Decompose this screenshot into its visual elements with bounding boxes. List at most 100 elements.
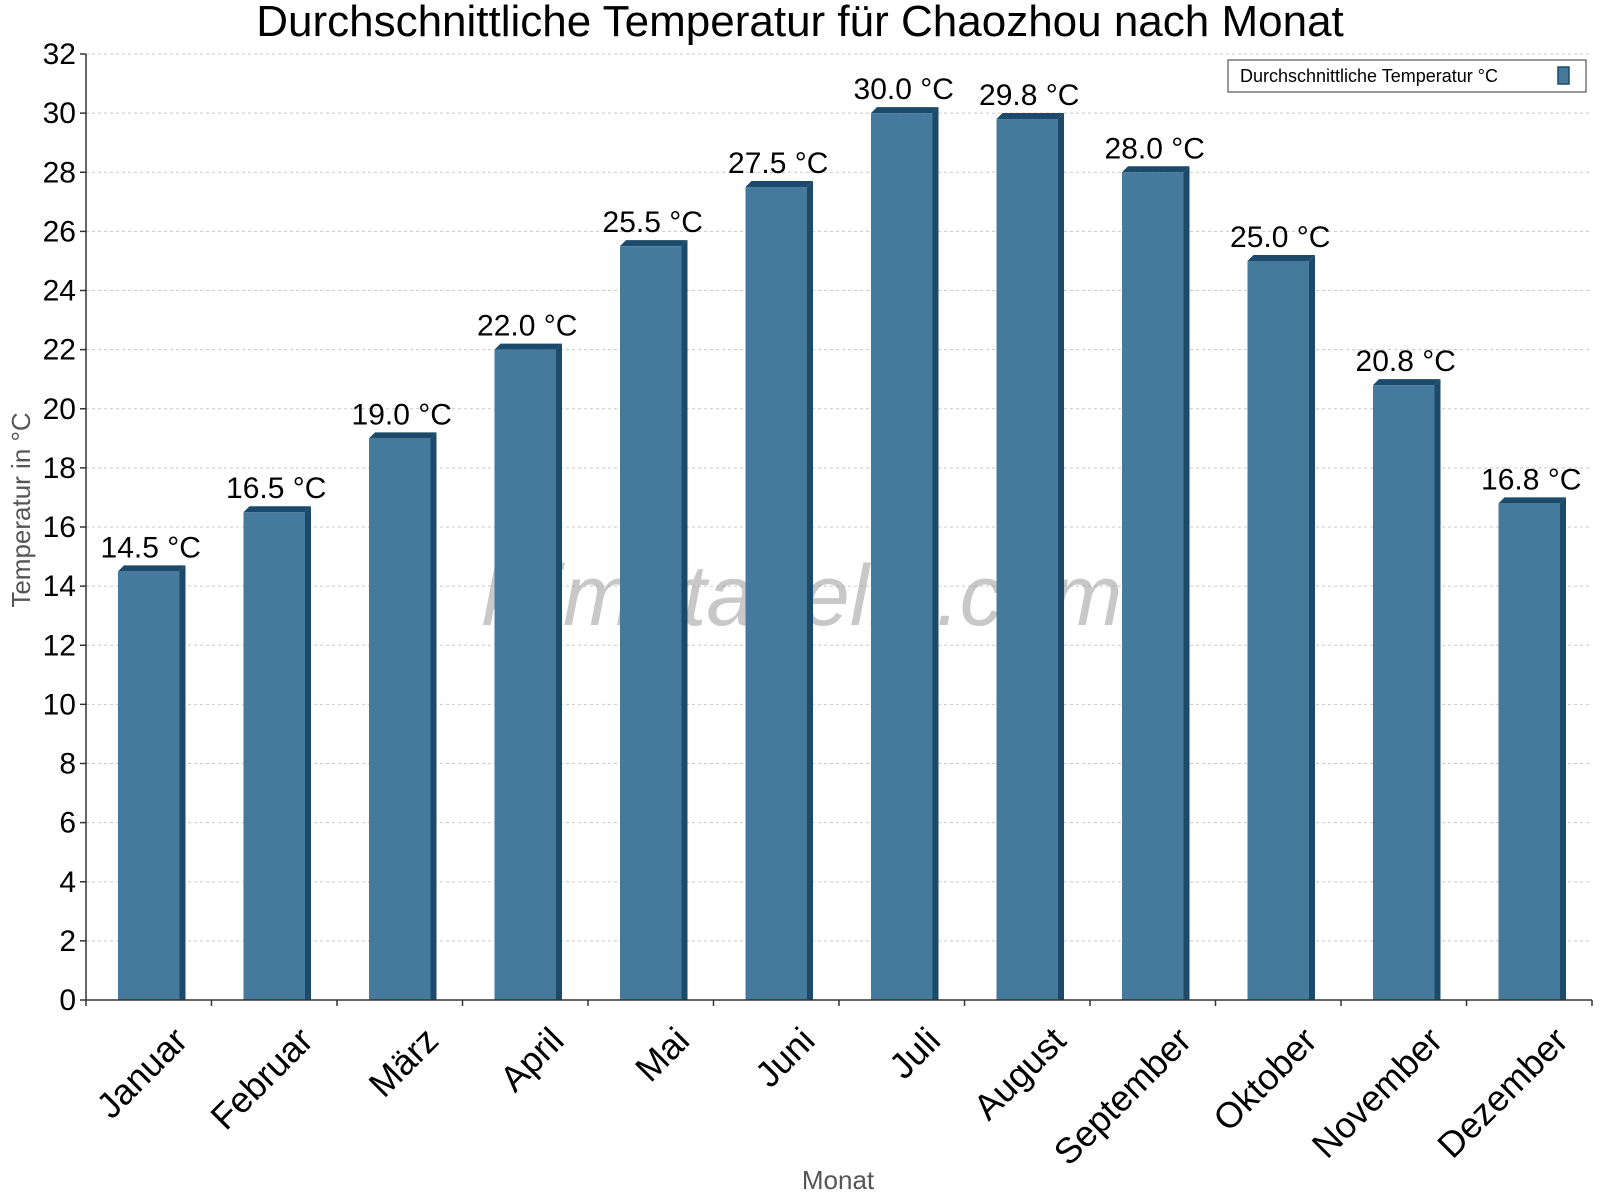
bar-side bbox=[806, 181, 813, 1000]
bar-face bbox=[243, 512, 305, 1000]
y-tick-label: 24 bbox=[43, 275, 76, 308]
bars bbox=[118, 107, 1566, 1001]
x-tick-label: April bbox=[492, 1019, 572, 1099]
data-label: 16.8 °C bbox=[1481, 463, 1581, 496]
bar-side bbox=[1434, 379, 1441, 1001]
bar bbox=[745, 181, 813, 1000]
y-tick-label: 14 bbox=[43, 570, 76, 603]
bar-side bbox=[430, 432, 437, 1000]
x-tick-label: März bbox=[361, 1019, 447, 1105]
legend: Durchschnittliche Temperatur °C bbox=[1227, 59, 1587, 93]
x-tick-label: August bbox=[965, 1019, 1073, 1127]
data-label: 22.0 °C bbox=[477, 310, 577, 343]
x-tick-label: Mai bbox=[627, 1019, 697, 1089]
bar-top bbox=[243, 506, 311, 513]
bar-side bbox=[1559, 497, 1566, 1000]
bar-face bbox=[369, 438, 431, 1000]
x-tick-label: September bbox=[1046, 1019, 1200, 1173]
bar bbox=[871, 107, 939, 1000]
bar bbox=[1247, 254, 1315, 1000]
y-tick-label: 6 bbox=[59, 807, 76, 840]
bar bbox=[118, 565, 186, 1000]
bar-side bbox=[681, 240, 688, 1000]
bar-top bbox=[1373, 379, 1441, 386]
data-label: 27.5 °C bbox=[728, 147, 828, 180]
grid-lines bbox=[86, 53, 1592, 942]
y-tick-label: 18 bbox=[43, 452, 76, 485]
bar-face bbox=[118, 571, 180, 1000]
bar-top bbox=[369, 432, 437, 439]
y-tick-label: 10 bbox=[43, 688, 76, 721]
legend-label: Durchschnittliche Temperatur °C bbox=[1240, 66, 1498, 86]
bar-top bbox=[745, 181, 813, 188]
bar-face bbox=[1247, 260, 1309, 1000]
bar-face bbox=[745, 187, 807, 1000]
y-tick-label: 28 bbox=[43, 156, 76, 189]
x-tick-label: Juli bbox=[881, 1019, 948, 1086]
bar-face bbox=[1122, 172, 1184, 1000]
y-tick-label: 20 bbox=[43, 393, 76, 426]
y-tick-label: 16 bbox=[43, 511, 76, 544]
data-label: 29.8 °C bbox=[979, 79, 1079, 112]
bar-side bbox=[1057, 113, 1064, 1001]
legend-box bbox=[1227, 59, 1587, 93]
y-tick-label: 0 bbox=[59, 984, 76, 1017]
bar-top bbox=[494, 343, 562, 350]
data-labels: 14.5 °C 16.5 °C 19.0 °C 22.0 °C 25.5 °C 27.5 … bbox=[101, 73, 1582, 564]
bar bbox=[996, 113, 1064, 1001]
chart-title: Durchschnittliche Temperatur für Chaozho… bbox=[256, 0, 1344, 46]
y-tick-label: 30 bbox=[43, 97, 76, 130]
data-label: 16.5 °C bbox=[226, 472, 326, 505]
bar-top bbox=[1498, 497, 1566, 504]
bar-face bbox=[871, 113, 933, 1000]
bar-side bbox=[1183, 166, 1190, 1000]
bar-side bbox=[179, 565, 186, 1000]
legend-swatch bbox=[1557, 66, 1570, 85]
bar-face bbox=[1373, 385, 1435, 1001]
x-tick-label: Oktober bbox=[1205, 1019, 1325, 1139]
bar-face bbox=[996, 119, 1058, 1001]
bar-top bbox=[871, 107, 939, 114]
y-tick-label: 26 bbox=[43, 215, 76, 248]
data-label: 25.0 °C bbox=[1230, 221, 1330, 254]
bar bbox=[1498, 497, 1566, 1000]
y-tick-label: 4 bbox=[59, 866, 76, 899]
data-label: 25.5 °C bbox=[603, 206, 703, 239]
x-axis-label: Monat bbox=[802, 1165, 875, 1195]
bar bbox=[494, 343, 562, 1000]
bar bbox=[1122, 166, 1190, 1000]
x-tick-label: Juni bbox=[747, 1019, 823, 1095]
bar-side bbox=[304, 506, 311, 1000]
bar-top bbox=[620, 240, 688, 247]
data-label: 28.0 °C bbox=[1105, 132, 1205, 165]
x-tick-label: Dezember bbox=[1429, 1019, 1575, 1165]
bar-top bbox=[996, 113, 1064, 120]
bar-side bbox=[1308, 254, 1315, 1000]
bar-top bbox=[118, 565, 186, 572]
bar bbox=[1373, 379, 1441, 1001]
bar bbox=[369, 432, 437, 1000]
x-tick-label: Januar bbox=[88, 1019, 195, 1126]
bar bbox=[243, 506, 311, 1000]
bar-face bbox=[1498, 503, 1560, 1000]
bar bbox=[620, 240, 688, 1000]
y-axis-label: Temperatur in °C bbox=[6, 412, 36, 607]
y-tick-label: 32 bbox=[43, 38, 76, 71]
bar-top bbox=[1122, 166, 1190, 173]
data-label: 20.8 °C bbox=[1356, 345, 1456, 378]
bar-side bbox=[555, 343, 562, 1000]
y-tick-label: 12 bbox=[43, 629, 76, 662]
bar-top bbox=[1247, 254, 1315, 261]
y-tick-label: 2 bbox=[59, 925, 76, 958]
bar-face bbox=[494, 349, 556, 1000]
x-tick-label: November bbox=[1304, 1019, 1450, 1165]
x-tick-label: Februar bbox=[202, 1019, 320, 1137]
bar-face bbox=[620, 246, 682, 1000]
data-label: 14.5 °C bbox=[101, 531, 201, 564]
bar-side bbox=[932, 107, 939, 1000]
data-label: 30.0 °C bbox=[854, 73, 954, 106]
data-label: 19.0 °C bbox=[352, 398, 452, 431]
y-tick-label: 8 bbox=[59, 748, 76, 781]
y-tick-label: 22 bbox=[43, 334, 76, 367]
